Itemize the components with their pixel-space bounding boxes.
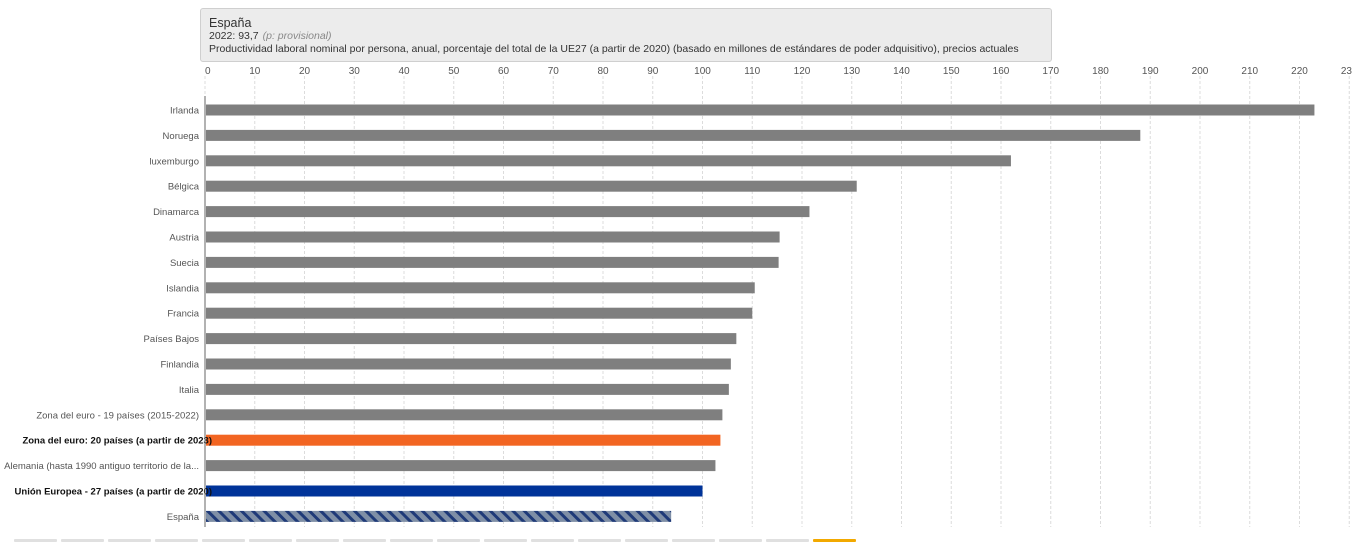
- x-tick-label: 140: [893, 66, 910, 77]
- strip-segment[interactable]: [766, 539, 809, 542]
- bars: [206, 104, 1315, 522]
- category-label: Irlanda: [170, 106, 200, 117]
- bar[interactable]: [206, 129, 1141, 141]
- x-tick-label: 50: [448, 66, 460, 77]
- bar[interactable]: [206, 206, 810, 218]
- bar[interactable]: [206, 485, 703, 497]
- x-tick-label: 30: [349, 66, 361, 77]
- category-label: Alemania (hasta 1990 antiguo territorio …: [4, 461, 199, 472]
- x-tick-label: 40: [398, 66, 410, 77]
- x-tick-label: 80: [597, 66, 609, 77]
- tooltip-description: Productividad laboral nominal por person…: [209, 43, 1019, 55]
- strip-segment[interactable]: [14, 539, 57, 542]
- category-labels: Irlanda Noruega luxemburgo Bélgica Dinamarca…: [4, 106, 212, 523]
- category-label: Austria: [169, 233, 199, 244]
- strip-segment[interactable]: [61, 539, 104, 542]
- category-label: Suecia: [170, 258, 200, 269]
- x-tick-label: 170: [1042, 66, 1059, 77]
- strip-segment[interactable]: [390, 539, 433, 542]
- bar[interactable]: [206, 104, 1315, 116]
- bar[interactable]: [206, 282, 755, 294]
- strip-segment[interactable]: [202, 539, 245, 542]
- x-tick-label: 220: [1291, 66, 1308, 77]
- x-tick-label: 210: [1241, 66, 1258, 77]
- bar[interactable]: [206, 434, 721, 446]
- bar[interactable]: [206, 231, 780, 243]
- x-tick-label: 23: [1341, 66, 1352, 77]
- bar[interactable]: [206, 358, 731, 370]
- bar[interactable]: [206, 256, 779, 268]
- category-label: Francia: [167, 309, 199, 320]
- tooltip-value: 2022: 93,7: [209, 30, 259, 42]
- bar[interactable]: [206, 333, 737, 345]
- x-tick-label: 10: [249, 66, 261, 77]
- x-tick-label: 150: [943, 66, 960, 77]
- x-tick-label: 190: [1142, 66, 1159, 77]
- x-tick-label: 130: [843, 66, 860, 77]
- x-tick-label: 110: [744, 66, 760, 77]
- category-label: Dinamarca: [153, 207, 200, 218]
- bar[interactable]: [206, 510, 672, 522]
- category-label: Zona del euro: 20 países (a partir de 20…: [22, 436, 212, 447]
- strip-segment[interactable]: [484, 539, 527, 542]
- category-label: luxemburgo: [149, 156, 199, 167]
- x-tick-label: 100: [694, 66, 711, 77]
- tooltip-title: España: [209, 16, 252, 30]
- category-label: Italia: [179, 385, 200, 396]
- bar[interactable]: [206, 180, 857, 192]
- x-tick-label: 20: [299, 66, 311, 77]
- x-tick-label: 160: [993, 66, 1010, 77]
- strip-segment[interactable]: [672, 539, 715, 542]
- strip-segment[interactable]: [531, 539, 574, 542]
- category-label: Países Bajos: [144, 334, 200, 345]
- bar[interactable]: [206, 307, 753, 319]
- strip-segment[interactable]: [437, 539, 480, 542]
- x-tick-label: 70: [548, 66, 560, 77]
- strip-segment[interactable]: [155, 539, 198, 542]
- bar[interactable]: [206, 460, 716, 472]
- x-tick-label: 120: [794, 66, 811, 77]
- category-label: Finlandia: [160, 360, 199, 371]
- strip-segment[interactable]: [296, 539, 339, 542]
- x-tick-label: 200: [1192, 66, 1209, 77]
- bottom-scroll-strip[interactable]: [14, 539, 874, 542]
- strip-segment[interactable]: [343, 539, 386, 542]
- category-label: Noruega: [163, 131, 200, 142]
- strip-segment[interactable]: [719, 539, 762, 542]
- x-tick-label: 0: [205, 66, 211, 77]
- tooltip-panel: España 2022: 93,7 (p: provisional) Produc…: [200, 8, 1052, 62]
- x-axis-ticks: 0 10 20 30 40 50 60 70 80 90 100 110 120 130 140 150 160…: [205, 66, 1352, 77]
- bar[interactable]: [206, 409, 723, 421]
- strip-segment[interactable]: [249, 539, 292, 542]
- strip-segment[interactable]: [578, 539, 621, 542]
- strip-segment[interactable]: [813, 539, 856, 542]
- tooltip-flag: (p: provisional): [262, 30, 332, 42]
- bar[interactable]: [206, 155, 1011, 167]
- category-label: Bélgica: [168, 182, 200, 193]
- grid-lines: [204, 76, 1350, 527]
- x-tick-label: 180: [1092, 66, 1109, 77]
- strip-segment[interactable]: [108, 539, 151, 542]
- x-tick-label: 90: [647, 66, 659, 77]
- category-label: Zona del euro - 19 países (2015-2022): [36, 410, 199, 421]
- category-label: Islandia: [166, 283, 199, 294]
- strip-segment[interactable]: [625, 539, 668, 542]
- bar[interactable]: [206, 383, 729, 395]
- x-tick-label: 60: [498, 66, 510, 77]
- category-label: Unión Europea - 27 países (a partir de 2…: [15, 487, 212, 498]
- category-label: España: [167, 512, 200, 523]
